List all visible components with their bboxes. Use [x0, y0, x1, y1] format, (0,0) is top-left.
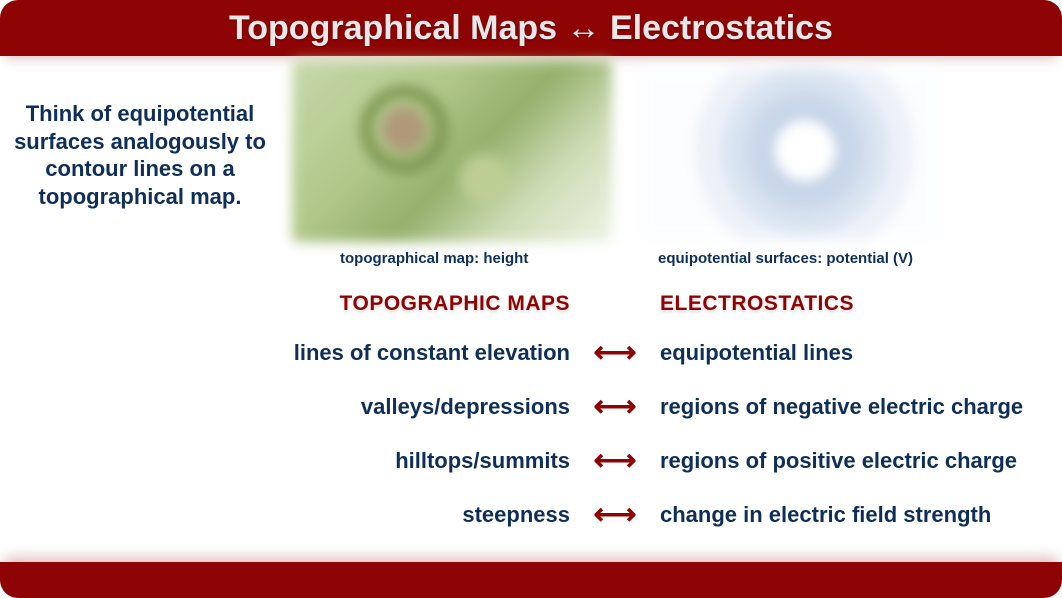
row-right: change in electric field strength [650, 502, 1040, 528]
row-right: equipotential lines [650, 340, 1040, 366]
row-right: regions of positive electric charge [650, 448, 1040, 474]
double-arrow-icon: ⟷ [580, 338, 650, 368]
caption-topographic: topographical map: height [340, 250, 528, 267]
header-right: ELECTROSTATICS [650, 292, 1040, 316]
row-right: regions of negative electric charge [650, 394, 1040, 420]
table-row: valleys/depressions ⟷ regions of negativ… [260, 392, 1040, 422]
double-arrow-icon: ⟷ [580, 446, 650, 476]
equipotential-figure [640, 68, 940, 240]
double-arrow-icon: ⟷ [580, 392, 650, 422]
row-left: hilltops/summits [260, 448, 580, 474]
bottom-bar [0, 562, 1062, 598]
table-row: steepness ⟷ change in electric field str… [260, 500, 1040, 530]
slide: Topographical Maps ↔ Electrostatics Thin… [0, 0, 1062, 598]
title-bar: Topographical Maps ↔ Electrostatics [0, 0, 1062, 56]
table-row: lines of constant elevation ⟷ equipotent… [260, 338, 1040, 368]
caption-equipotential: equipotential surfaces: potential (V) [658, 250, 913, 267]
intro-text: Think of equipotential surfaces analogou… [14, 100, 266, 210]
slide-title: Topographical Maps ↔ Electrostatics [229, 9, 833, 48]
table-row: hilltops/summits ⟷ regions of positive e… [260, 446, 1040, 476]
header-left: TOPOGRAPHIC MAPS [260, 292, 580, 316]
topographic-map-figure [292, 60, 612, 242]
row-left: lines of constant elevation [260, 340, 580, 366]
double-arrow-icon: ⟷ [580, 500, 650, 530]
row-left: valleys/depressions [260, 394, 580, 420]
analogy-table: TOPOGRAPHIC MAPS ELECTROSTATICS lines of… [260, 292, 1040, 554]
row-left: steepness [260, 502, 580, 528]
table-header-row: TOPOGRAPHIC MAPS ELECTROSTATICS [260, 292, 1040, 316]
